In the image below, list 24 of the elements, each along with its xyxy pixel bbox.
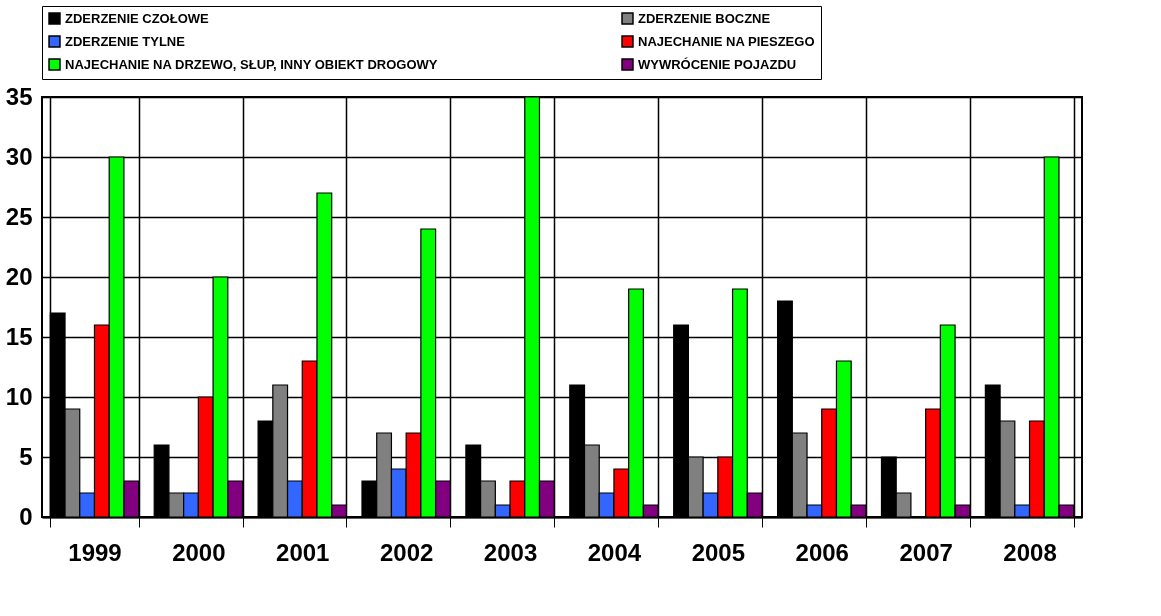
y-tick-label: 35 — [5, 82, 33, 110]
x-tick-label: 2005 — [691, 538, 746, 566]
x-tick-label: 2007 — [899, 538, 953, 566]
y-tick-label: 30 — [5, 142, 33, 170]
legend-label: ZDERZENIE CZOŁOWE — [65, 10, 210, 26]
x-tick-label: 2002 — [379, 538, 434, 566]
y-tick-label: 5 — [19, 442, 33, 470]
x-tick-label: 2003 — [483, 538, 538, 566]
legend-label: ZDERZENIE TYLNE — [65, 33, 186, 49]
x-tick-label: 2001 — [276, 538, 330, 566]
legend-label: WYWRÓCENIE POJAZDU — [638, 56, 797, 72]
y-tick-label: 25 — [5, 202, 33, 230]
legend-label: NAJECHANIE NA PIESZEGO — [638, 33, 815, 49]
legend-label: NAJECHANIE NA DRZEWO, SŁUP, INNY OBIEKT DROGOWY — [65, 56, 438, 72]
y-tick-label: 20 — [5, 262, 33, 290]
x-tick-label: 1999 — [68, 538, 122, 566]
legend-label: ZDERZENIE BOCZNE — [638, 10, 771, 26]
x-tick-label: 2008 — [1003, 538, 1057, 566]
y-tick-label: 0 — [19, 502, 33, 530]
x-tick-label: 2004 — [587, 538, 642, 566]
x-tick-label: 2006 — [795, 538, 849, 566]
x-tick-label: 2000 — [172, 538, 226, 566]
y-tick-label: 15 — [5, 322, 33, 350]
y-tick-label: 10 — [5, 382, 33, 410]
